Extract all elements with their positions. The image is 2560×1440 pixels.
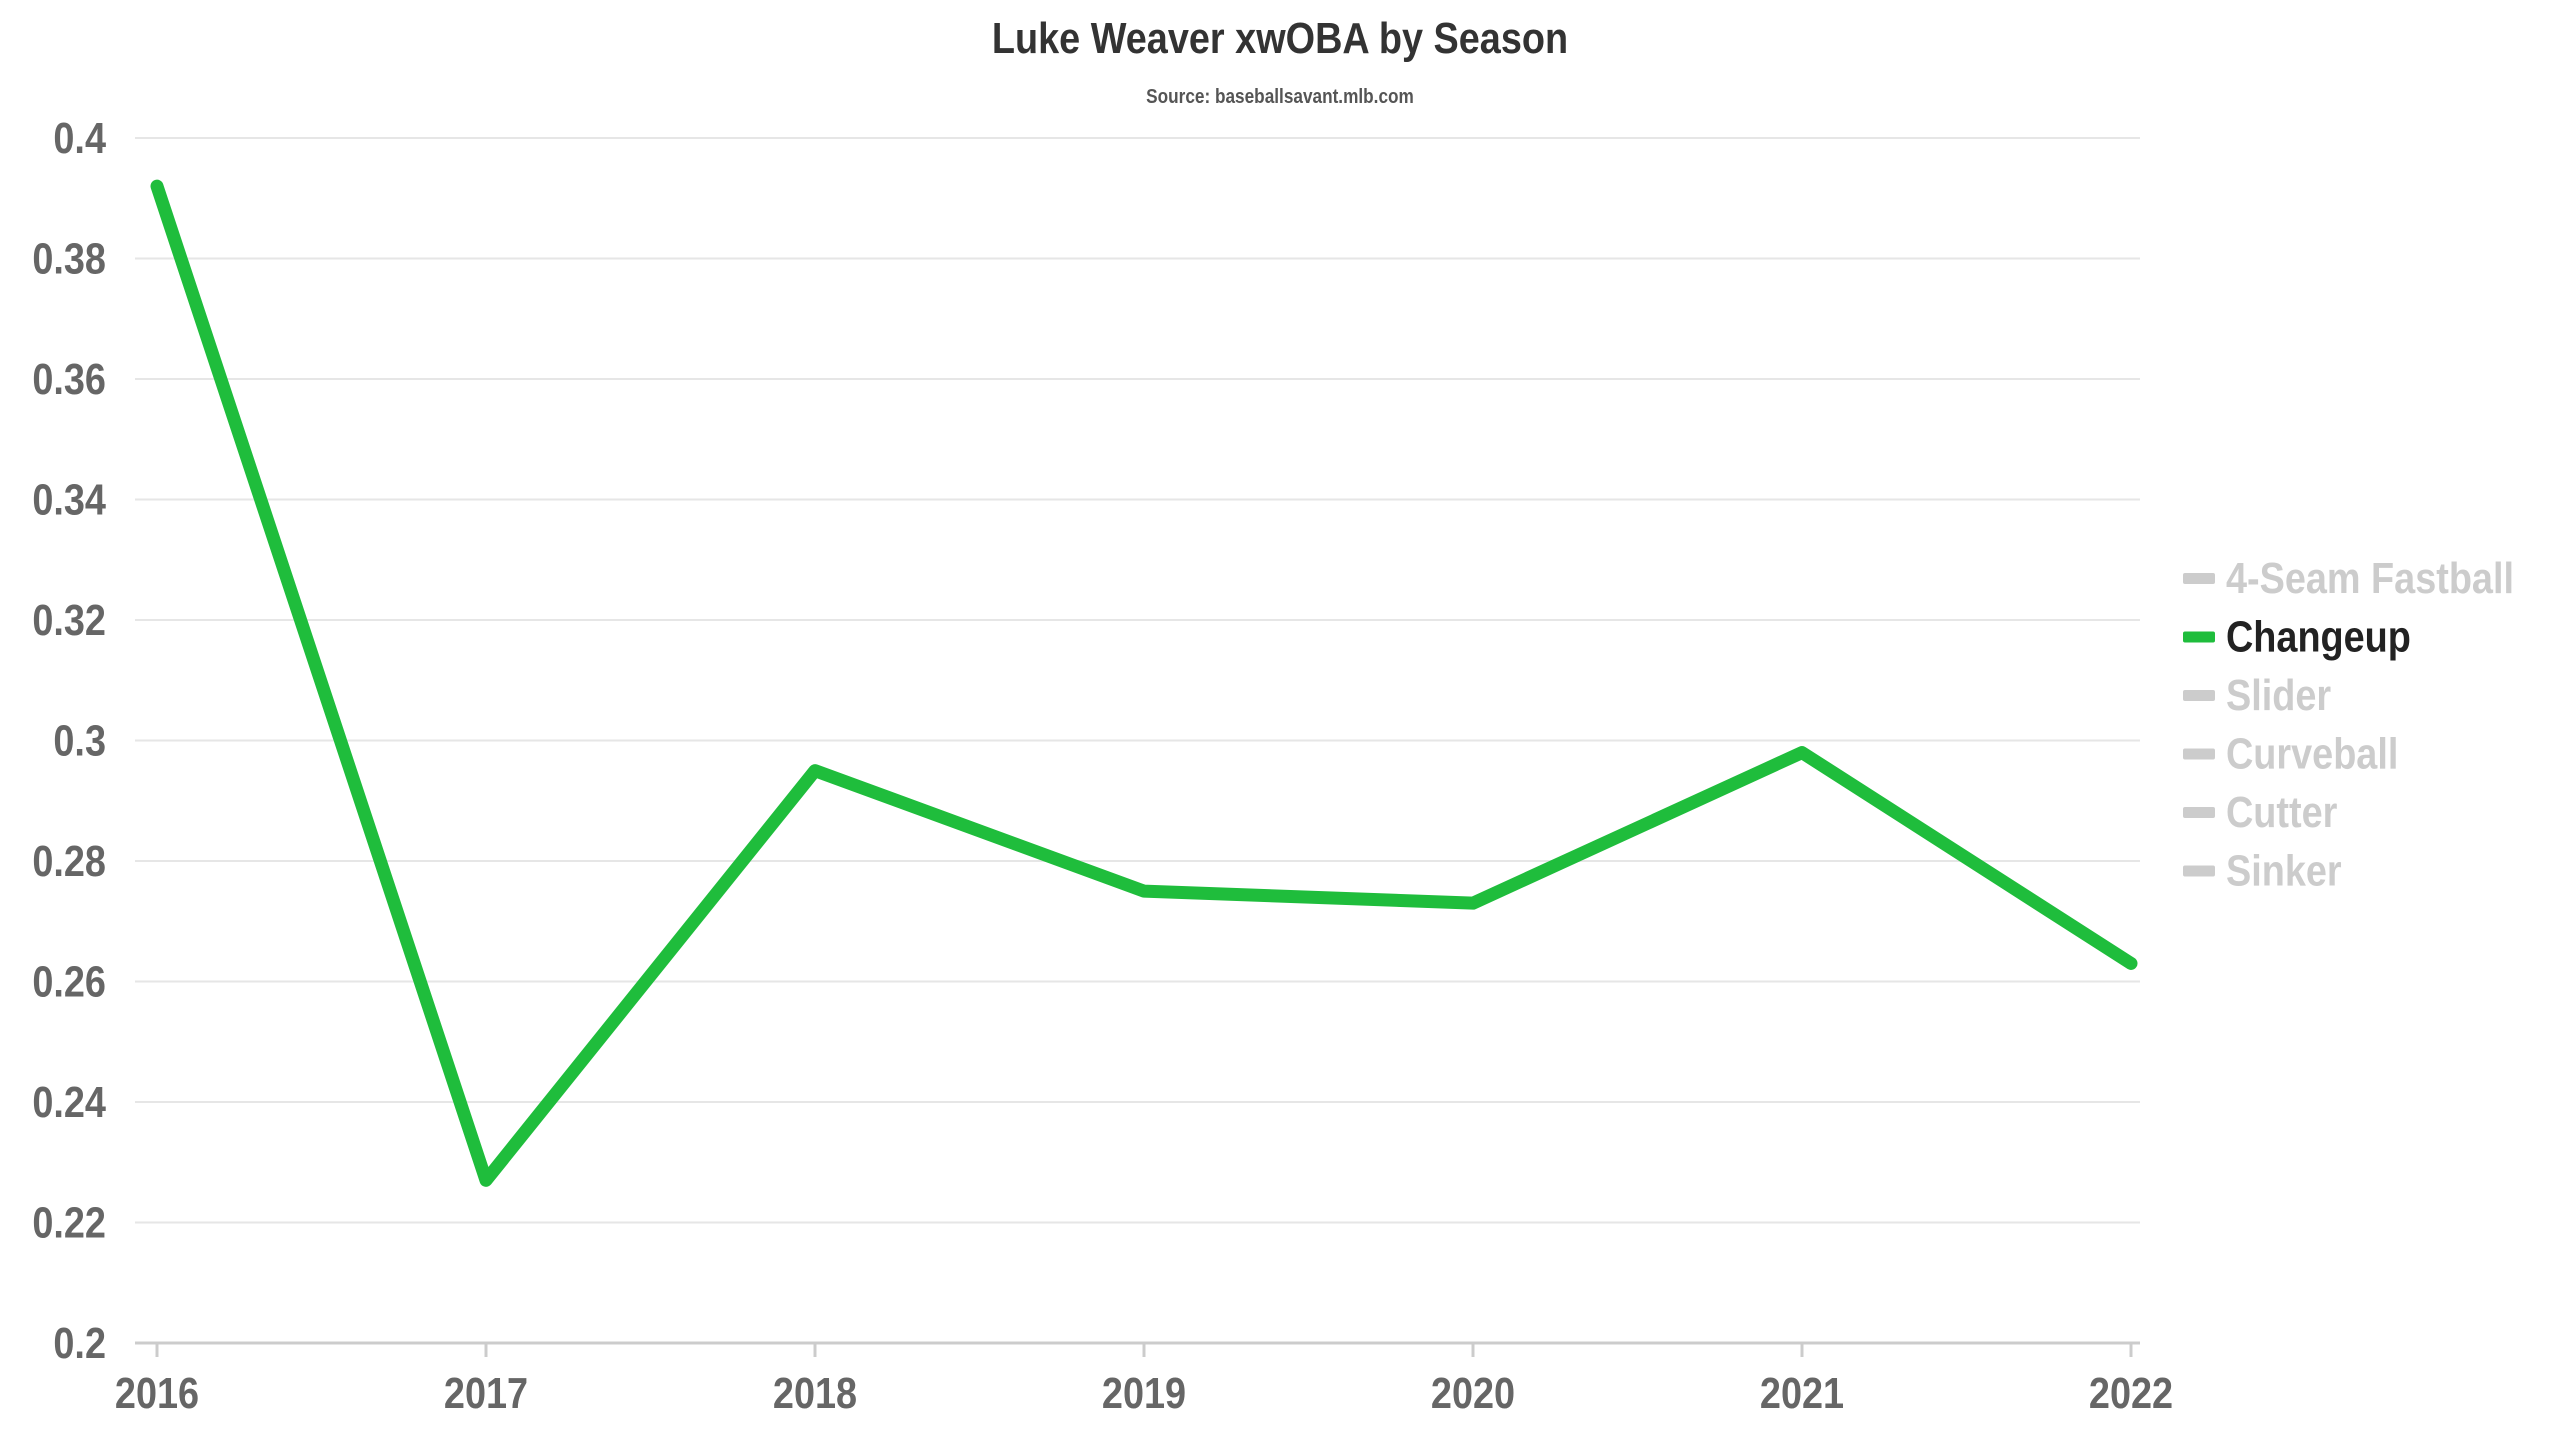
x-tick-label: 2017 xyxy=(444,1368,528,1417)
y-tick-label: 0.22 xyxy=(32,1198,106,1247)
x-tick-label: 2022 xyxy=(2089,1368,2173,1417)
x-tick-label: 2016 xyxy=(115,1368,199,1417)
series-line-changeup xyxy=(150,179,2138,1187)
x-tick-label: 2019 xyxy=(1102,1368,1186,1417)
chart-title: Luke Weaver xwOBA by Season xyxy=(991,14,1569,63)
legend-item-label[interactable]: Changeup xyxy=(2226,612,2411,661)
y-tick-label: 0.26 xyxy=(32,957,106,1006)
legend-item-label[interactable]: Sinker xyxy=(2226,846,2342,895)
legend-swatch[interactable] xyxy=(2183,631,2215,643)
legend: 4-Seam Fastball Changeup Slider Curveball Cu… xyxy=(2183,553,2514,895)
legend-swatch[interactable] xyxy=(2183,865,2215,877)
grid-lines xyxy=(135,137,2140,1345)
series-lines xyxy=(150,179,2138,1187)
y-tick-label: 0.28 xyxy=(32,836,106,885)
chart-subtitle: Source: baseballsavant.mlb.com xyxy=(1146,86,1414,108)
legend-item-label[interactable]: Cutter xyxy=(2226,787,2337,836)
y-tick-label: 0.2 xyxy=(53,1318,106,1367)
x-tick-label: 2018 xyxy=(773,1368,857,1417)
legend-swatch[interactable] xyxy=(2183,573,2215,584)
y-tick-label: 0.34 xyxy=(32,475,106,524)
legend-swatch[interactable] xyxy=(2183,690,2215,701)
legend-item-label[interactable]: 4-Seam Fastball xyxy=(2226,553,2514,602)
legend-swatch[interactable] xyxy=(2183,748,2215,760)
y-tick-label: 0.36 xyxy=(32,354,106,403)
legend-item-label[interactable]: Curveball xyxy=(2226,729,2398,778)
legend-item-label[interactable]: Slider xyxy=(2226,670,2331,719)
y-tick-label: 0.38 xyxy=(32,234,106,283)
y-axis-ticks: 0.4 0.38 0.36 0.34 0.32 0.3 0.28 0.26 0.24 0.22 0.… xyxy=(32,113,106,1367)
x-axis-ticks: 2016 2017 2018 2019 2020 2021 2022 xyxy=(115,1343,2173,1418)
y-tick-label: 0.3 xyxy=(53,716,106,765)
y-tick-label: 0.4 xyxy=(53,113,106,162)
x-tick-label: 2021 xyxy=(1760,1368,1844,1417)
legend-swatch[interactable] xyxy=(2183,807,2215,818)
x-tick-label: 2020 xyxy=(1431,1368,1515,1417)
y-tick-label: 0.32 xyxy=(32,595,106,644)
y-tick-label: 0.24 xyxy=(32,1077,106,1126)
